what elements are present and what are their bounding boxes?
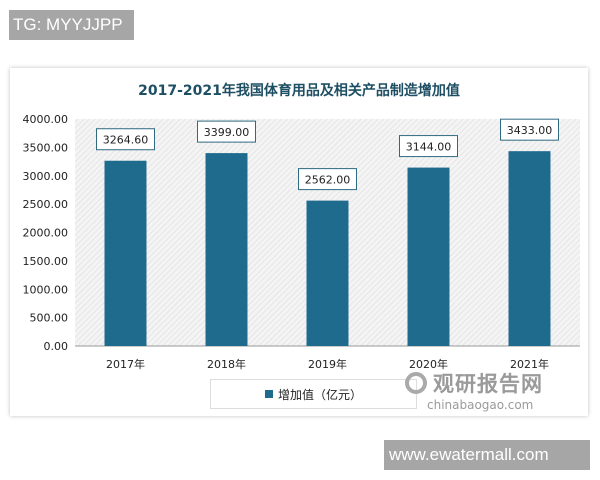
- y-tick-label: 1500.00: [23, 255, 69, 268]
- watermark-top: TG: MYYJJPP: [9, 10, 134, 40]
- data-label-box: [96, 128, 155, 151]
- y-tick-label: 3500.00: [23, 141, 69, 154]
- data-label: 3399.00: [204, 126, 250, 139]
- bar: [306, 200, 349, 346]
- bar-chart: 0.00 500.00 1000.00 1500.00 2000.00 2500.00 30…: [23, 113, 580, 371]
- data-label-box: [197, 120, 256, 143]
- data-label: 3433.00: [507, 124, 553, 137]
- y-tick-label: 2000.00: [23, 227, 69, 240]
- data-label: 3264.60: [103, 134, 149, 147]
- logo-swirl-icon: [405, 372, 427, 394]
- y-tick-label: 1000.00: [23, 283, 69, 296]
- legend-swatch: [264, 390, 273, 398]
- x-tick-label: 2021年: [510, 357, 549, 371]
- y-tick-label: 3000.00: [23, 170, 69, 183]
- bar: [205, 153, 248, 346]
- data-label-box: [298, 168, 357, 191]
- x-tick-label: 2017年: [106, 357, 145, 371]
- x-tick-label: 2019年: [308, 357, 347, 371]
- y-tick-label: 2500.00: [23, 198, 69, 211]
- data-label: 3144.00: [406, 141, 452, 154]
- bar: [407, 167, 450, 346]
- chinabaogao-logo: 观研报告网 chinabaogao.com: [405, 368, 543, 412]
- y-tick-label: 4000.00: [23, 113, 69, 126]
- data-label-box: [500, 118, 559, 141]
- bar: [508, 151, 551, 346]
- x-tick-label: 2020年: [409, 357, 448, 371]
- logo-name: 观研报告网: [433, 372, 543, 396]
- chart-card: 2017-2021年我国体育用品及相关产品制造增加值 0.00 500.00 100…: [10, 68, 588, 416]
- watermark-bottom: www.ewatermall.com: [384, 440, 590, 470]
- bar: [104, 160, 147, 346]
- legend: 增加值（亿元）: [210, 379, 417, 409]
- data-label-box: [399, 135, 458, 158]
- y-tick-label: 0.00: [44, 340, 69, 353]
- data-label: 2562.00: [305, 174, 351, 187]
- logo-domain: chinabaogao.com: [427, 398, 534, 412]
- y-tick-label: 500.00: [30, 312, 69, 325]
- legend-label: 增加值（亿元）: [277, 387, 362, 402]
- chart-title: 2017-2021年我国体育用品及相关产品制造增加值: [138, 83, 460, 99]
- x-tick-label: 2018年: [207, 357, 246, 371]
